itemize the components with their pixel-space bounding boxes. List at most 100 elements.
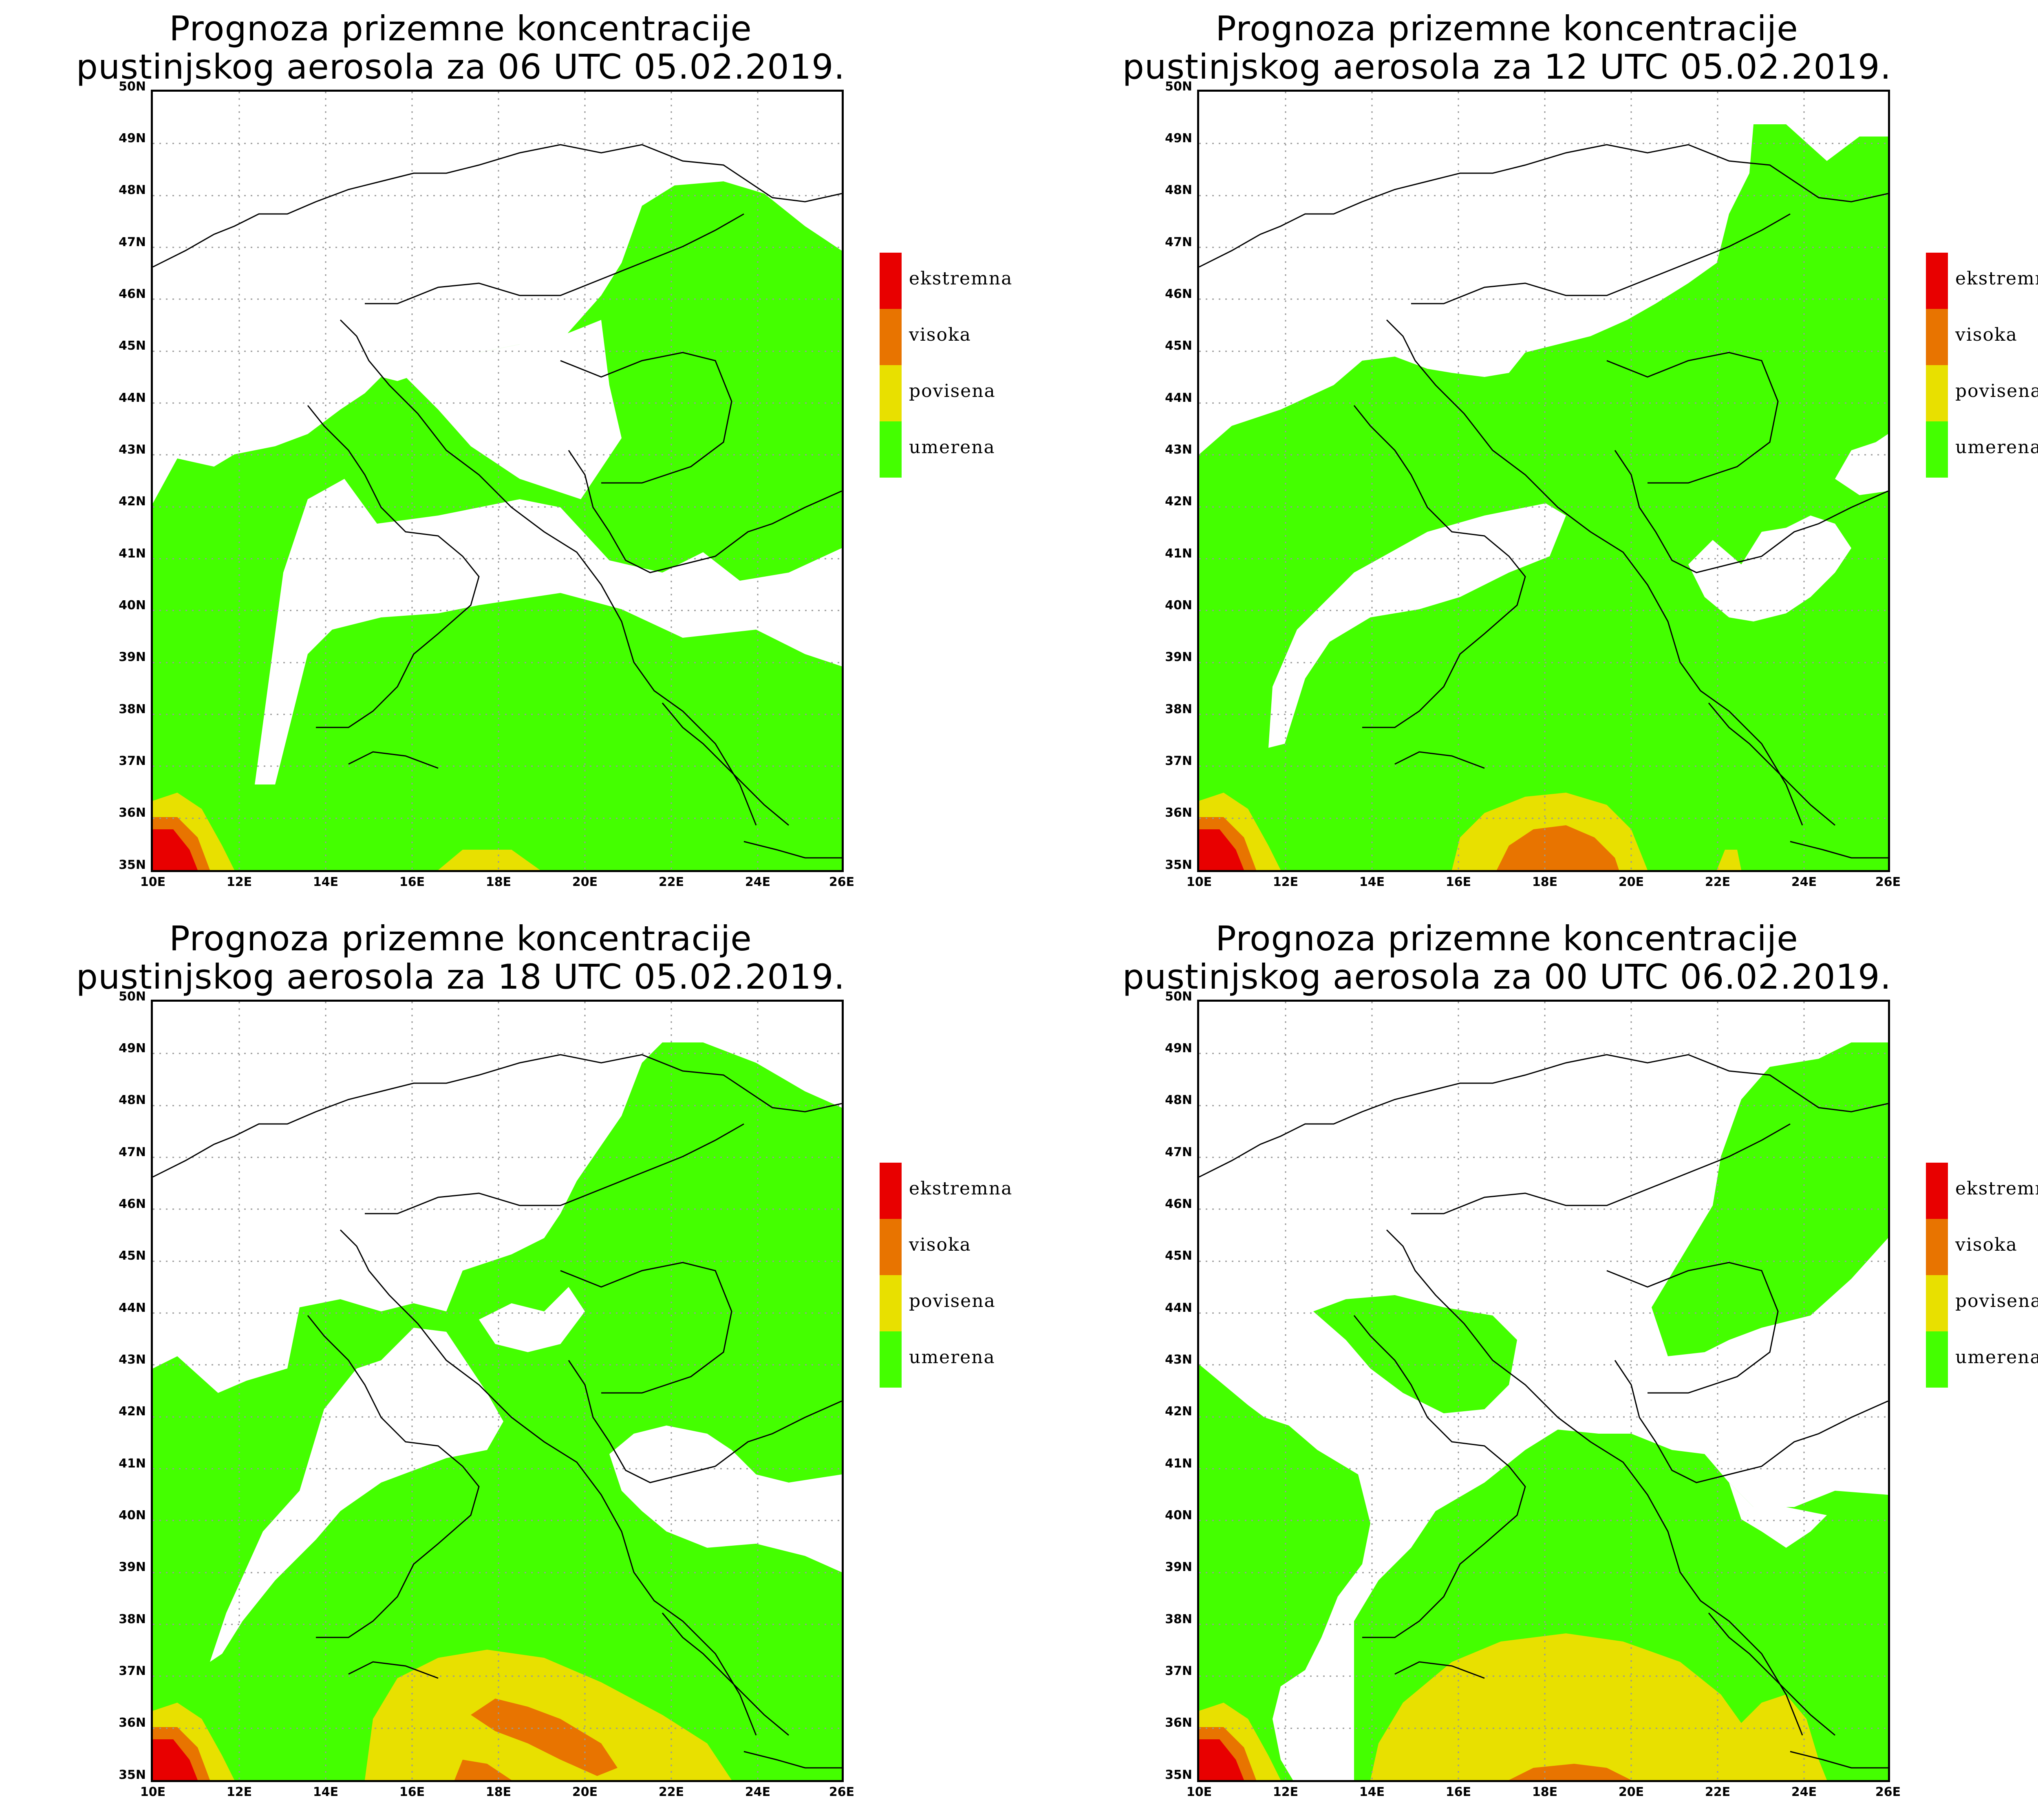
legend-label: umerena bbox=[909, 437, 995, 458]
lat-label: 43N bbox=[1165, 1353, 1192, 1367]
lat-label: 44N bbox=[1165, 391, 1192, 405]
lat-label: 41N bbox=[119, 1456, 146, 1471]
clear-area bbox=[1705, 1462, 1827, 1548]
legend-label: umerena bbox=[1955, 1347, 2038, 1368]
lat-label: 46N bbox=[119, 287, 146, 301]
legend-label: ekstremna bbox=[909, 1178, 1013, 1199]
map-frame bbox=[1197, 1000, 1890, 1782]
lat-label: 46N bbox=[1165, 287, 1192, 301]
legend-swatch bbox=[880, 421, 902, 478]
legend-label: visoka bbox=[909, 324, 971, 345]
ekstremna-area bbox=[153, 829, 198, 870]
legend-item-povisena: povisena bbox=[880, 365, 1043, 421]
graticule bbox=[1199, 1002, 1888, 1780]
lat-label: 48N bbox=[119, 1093, 146, 1107]
lon-label: 22E bbox=[658, 1785, 684, 1799]
forecast-panel-06utc: Prognoza prizemne koncentracije pustinjs… bbox=[0, 0, 1046, 910]
lat-label: 48N bbox=[119, 183, 146, 197]
clear-area bbox=[1268, 503, 1566, 748]
lat-label: 50N bbox=[119, 79, 146, 94]
panel-title-line1: Prognoza prizemne koncentracije bbox=[1215, 919, 1798, 958]
legend-swatch bbox=[1926, 1163, 1948, 1219]
lat-label: 35N bbox=[1165, 858, 1192, 872]
lat-label: 37N bbox=[1165, 754, 1192, 768]
lon-label: 22E bbox=[1705, 1785, 1731, 1799]
legend-label: visoka bbox=[909, 1234, 971, 1255]
lat-label: 40N bbox=[1165, 598, 1192, 613]
lon-label: 26E bbox=[829, 875, 855, 889]
lon-label: 24E bbox=[745, 1785, 771, 1799]
legend-label: ekstremna bbox=[909, 268, 1013, 289]
legend-label: visoka bbox=[1955, 324, 2018, 345]
graticule bbox=[1199, 92, 1888, 870]
legend-label: povisena bbox=[909, 381, 996, 401]
lon-label: 18E bbox=[1532, 1785, 1558, 1799]
lat-label: 38N bbox=[1165, 1612, 1192, 1626]
legend-swatch bbox=[1926, 309, 1948, 365]
povisena-area-2 bbox=[438, 850, 540, 870]
lat-label: 37N bbox=[119, 1664, 146, 1678]
legend-item-ekstremna: ekstremna bbox=[1926, 253, 2038, 309]
visoka-area bbox=[1509, 1764, 1631, 1780]
lat-label: 36N bbox=[119, 806, 146, 820]
legend-swatch bbox=[880, 253, 902, 309]
povisena-area bbox=[1370, 1633, 1827, 1780]
legend-swatch bbox=[1926, 365, 1948, 421]
lat-label: 38N bbox=[119, 702, 146, 716]
lon-label: 26E bbox=[829, 1785, 855, 1799]
lat-label: 42N bbox=[1165, 1404, 1192, 1419]
lat-label: 40N bbox=[119, 598, 146, 613]
legend-item-visoka: visoka bbox=[1926, 1219, 2038, 1275]
lat-label: 36N bbox=[1165, 806, 1192, 820]
legend-item-povisena: povisena bbox=[1926, 365, 2038, 421]
lat-label: 43N bbox=[1165, 443, 1192, 457]
lat-label: 42N bbox=[1165, 494, 1192, 509]
legend-item-povisena: povisena bbox=[880, 1275, 1043, 1331]
lon-label: 18E bbox=[485, 875, 512, 889]
legend-label: umerena bbox=[1955, 437, 2038, 458]
panel-title-line2: pustinjskog aerosola za 12 UTC 05.02.201… bbox=[1122, 47, 1892, 87]
legend-swatch bbox=[1926, 1219, 1948, 1275]
visoka-area-2 bbox=[471, 1699, 618, 1776]
lat-label: 39N bbox=[119, 650, 146, 664]
lat-label: 42N bbox=[119, 494, 146, 509]
umerena-area bbox=[1199, 124, 1888, 870]
legend-label: povisena bbox=[909, 1291, 996, 1311]
lon-label: 16E bbox=[399, 875, 425, 889]
lon-label: 20E bbox=[572, 875, 598, 889]
lat-label: 44N bbox=[119, 391, 146, 405]
clear-area-2 bbox=[609, 1426, 842, 1572]
lat-label: 47N bbox=[1165, 1145, 1192, 1159]
legend-item-umerena: umerena bbox=[1926, 1331, 2038, 1388]
legend-swatch bbox=[880, 365, 902, 421]
lat-label: 40N bbox=[119, 1508, 146, 1523]
clear-area-2 bbox=[357, 320, 622, 499]
clear-area bbox=[210, 1328, 503, 1662]
lat-label: 46N bbox=[1165, 1197, 1192, 1211]
map-frame bbox=[1197, 90, 1890, 872]
lat-label: 42N bbox=[119, 1404, 146, 1419]
legend-item-ekstremna: ekstremna bbox=[880, 1163, 1043, 1219]
graticule bbox=[153, 92, 842, 870]
lat-label: 49N bbox=[1165, 1041, 1192, 1055]
lon-label: 26E bbox=[1875, 875, 1901, 889]
lat-label: 35N bbox=[119, 1768, 146, 1782]
graticule bbox=[153, 1002, 842, 1780]
lat-label: 45N bbox=[1165, 339, 1192, 353]
forecast-panel-18utc: Prognoza prizemne koncentracije pustinjs… bbox=[0, 910, 1046, 1820]
visoka-area bbox=[454, 1760, 512, 1780]
lat-label: 41N bbox=[119, 546, 146, 561]
panel-title-line1: Prognoza prizemne koncentracije bbox=[1215, 9, 1798, 48]
lat-label: 45N bbox=[119, 339, 146, 353]
lon-label: 12E bbox=[226, 875, 252, 889]
legend-swatch bbox=[880, 1219, 902, 1275]
lat-label: 41N bbox=[1165, 1456, 1192, 1471]
lat-label: 47N bbox=[119, 235, 146, 249]
lon-label: 18E bbox=[485, 1785, 512, 1799]
legend-swatch bbox=[880, 1331, 902, 1388]
lat-label: 47N bbox=[1165, 235, 1192, 249]
dust-map bbox=[153, 92, 842, 870]
lat-label: 40N bbox=[1165, 1508, 1192, 1523]
legend-item-visoka: visoka bbox=[880, 309, 1043, 365]
coastlines bbox=[1199, 1054, 1888, 1769]
